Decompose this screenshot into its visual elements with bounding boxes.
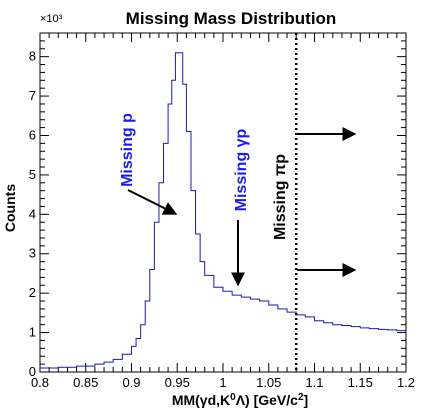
annotation-label: Missing p	[119, 113, 136, 187]
x-tick-label: 1	[219, 375, 226, 390]
y-tick-label: 5	[29, 167, 36, 182]
y-tick-label: 1	[29, 325, 36, 340]
x-tick-label: 0.85	[73, 375, 98, 390]
x-tick-label: 1.1	[305, 375, 323, 390]
x-tick-label: 0.8	[31, 375, 49, 390]
y-tick-label: 0	[29, 364, 36, 379]
annotation-group: Missing p Missing γp Missing πp	[119, 33, 357, 372]
x-tick-label: 0.9	[122, 375, 140, 390]
plot-frame: 0.8 0.85 0.9 0.95 1 1.05 1.1 1.15 1.2 0 1 2 3 4 5 6 7 8	[29, 32, 415, 390]
y-tick-label: 8	[29, 49, 36, 64]
annotation-label: Missing πp	[272, 154, 289, 240]
x-tick-label: 1.05	[256, 375, 281, 390]
x-tick-label: 0.95	[165, 375, 190, 390]
y-tick-label: 4	[29, 206, 36, 221]
series-group	[40, 52, 406, 369]
y-tick-label: 7	[29, 88, 36, 103]
x-tick-label: 1.2	[397, 375, 415, 390]
plot-frame-rect	[39, 32, 407, 373]
y-tick-label: 6	[29, 127, 36, 142]
x-axis-label: MM(γd,K0Λ) [GeV/c2]	[172, 392, 308, 409]
y-exponent-label: ×10³	[40, 13, 63, 25]
annotation-arrow	[127, 189, 178, 215]
y-tick-label: 2	[29, 285, 36, 300]
annotation-label: Missing γp	[233, 128, 250, 211]
y-tick-label: 3	[29, 246, 36, 261]
chart-title: Missing Mass Distribution	[126, 9, 337, 28]
y-axis-label: Counts	[2, 184, 18, 232]
x-tick-label: 1.15	[348, 375, 373, 390]
data-series-line	[40, 52, 406, 369]
